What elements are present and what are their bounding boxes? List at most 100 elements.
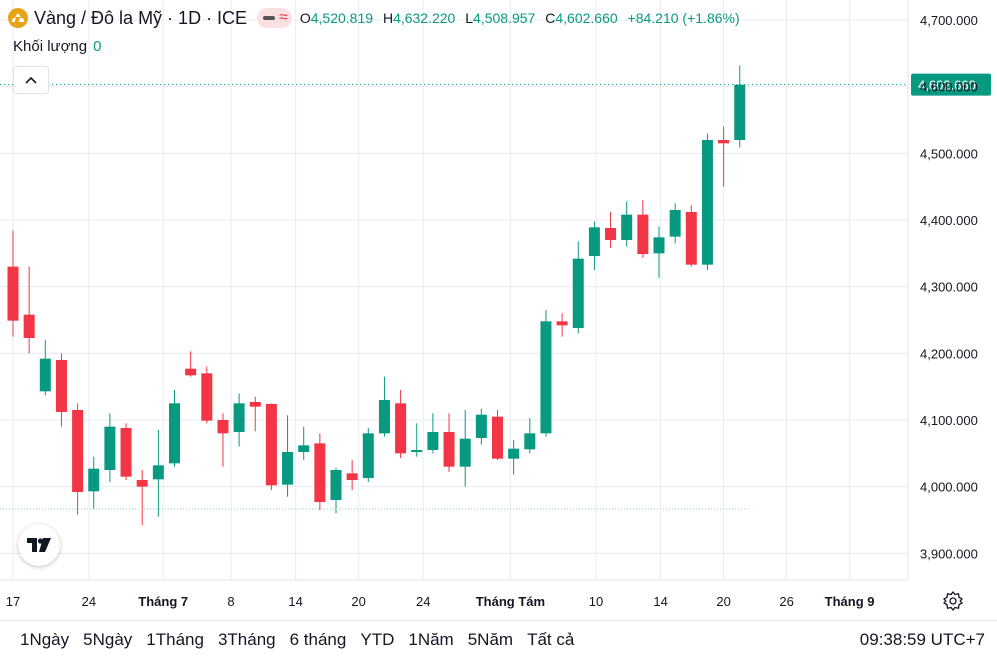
ohlc-low-key: L (465, 10, 474, 26)
ohlc-close-value: 4,602.660 (555, 10, 618, 26)
candle-body (217, 420, 229, 434)
timezone-clock[interactable]: 09:38:59 UTC+7 (859, 630, 985, 649)
candle-body (427, 432, 439, 450)
candle-body (653, 237, 665, 254)
y-tick-label: 4,600.000 (920, 80, 978, 95)
candle-body (346, 473, 358, 480)
ohlc-close-key: C (545, 10, 556, 26)
candle-body (201, 373, 213, 421)
candle-body (734, 84, 746, 140)
ohlc-readout: O4,520.819 H4,632.220 L4,508.957 C4,602.… (300, 10, 746, 26)
candle-body (282, 452, 294, 485)
candle-body (152, 465, 164, 480)
y-tick-label: 4,300.000 (920, 280, 978, 295)
candle-body (475, 414, 487, 438)
gold-logo-icon (8, 8, 28, 28)
candle-body (72, 410, 84, 492)
candle-body (669, 210, 681, 237)
ohlc-change: +84.210 (+1.86%) (627, 10, 740, 26)
range-6m[interactable]: 6 tháng (289, 630, 347, 649)
candle-body (362, 433, 374, 478)
x-tick-label: 17 (6, 594, 20, 609)
range-1y[interactable]: 1Năm (408, 630, 454, 649)
candles-layer (7, 65, 746, 526)
candle-body (508, 448, 520, 459)
candle-body (621, 214, 633, 240)
chart-mode-toggle[interactable]: ≈ (257, 8, 292, 28)
approx-wave-icon: ≈ (279, 9, 288, 26)
x-tick-label: 14 (288, 594, 302, 609)
last-price-label: 4,602.660 (918, 78, 976, 93)
x-tick-label: 24 (82, 594, 96, 609)
candle-body (605, 228, 617, 240)
time-axis: 17 24 Tháng 7 8 14 20 24 Tháng Tám 10 14 20 26 Tháng… (6, 594, 875, 609)
candle-body (701, 140, 713, 265)
volume-legend: Khối lượng 0 (13, 38, 101, 55)
price-chart[interactable]: 4,602.660 3,900.000 4,000.000 4,100.000 4,2… (0, 0, 997, 620)
x-tick-label: 20 (716, 594, 730, 609)
candle-body (588, 227, 600, 256)
y-tick-label: 4,200.000 (920, 346, 978, 361)
bottom-toolbar-divider (0, 620, 997, 621)
ohlc-open-key: O (299, 10, 311, 26)
price-axis: 3,900.000 4,000.000 4,100.000 4,200.000 4,30… (920, 13, 978, 561)
candle-body (88, 468, 100, 492)
candle-body (685, 212, 697, 265)
chart-grid (0, 0, 909, 581)
x-tick-label: 24 (416, 594, 430, 609)
candle-body (23, 314, 35, 338)
x-tick-label: 26 (779, 594, 793, 609)
y-tick-label: 4,400.000 (920, 213, 978, 228)
range-ytd[interactable]: YTD (360, 630, 395, 649)
candle-body (136, 480, 148, 487)
volume-value: 0 (93, 38, 102, 55)
y-tick-label: 4,700.000 (920, 13, 978, 28)
range-5d[interactable]: 5Ngày (83, 630, 133, 649)
x-tick-label: 14 (653, 594, 667, 609)
symbol-title[interactable]: Vàng / Đô la Mỹ · 1D · ICE (34, 7, 248, 28)
minus-icon (263, 16, 276, 20)
range-1d[interactable]: 1Ngày (20, 630, 70, 649)
y-tick-label: 4,500.000 (920, 146, 978, 161)
candle-body (169, 403, 180, 464)
range-3m[interactable]: 3Tháng (217, 630, 276, 649)
candle-body (265, 404, 277, 486)
candle-body (330, 470, 342, 500)
x-tick-label: 20 (351, 594, 365, 609)
volume-label: Khối lượng (13, 38, 88, 55)
candle-body (120, 428, 132, 477)
range-1m[interactable]: 1Tháng (146, 630, 204, 649)
candle-body (104, 426, 116, 470)
candle-body (637, 214, 649, 254)
candle-body (55, 360, 67, 412)
range-all[interactable]: Tất cả (527, 630, 575, 649)
last-price-tag (911, 73, 991, 96)
candle-body (298, 445, 310, 452)
candle-body (249, 402, 261, 407)
candle-body (314, 443, 326, 502)
range-selector: 1Ngày 5Ngày 1Tháng 3Tháng 6 tháng YTD 1N… (20, 630, 588, 650)
x-tick-label: 10 (589, 594, 603, 609)
tradingview-logo-icon[interactable] (18, 524, 60, 566)
x-tick-label: Tháng 9 (825, 594, 875, 609)
x-tick-label: 8 (227, 594, 234, 609)
candle-body (718, 140, 730, 144)
y-tick-label: 3,900.000 (920, 546, 978, 561)
candle-body (572, 258, 584, 328)
x-tick-label: Tháng 7 (138, 594, 188, 609)
ohlc-open-value: 4,520.819 (310, 10, 374, 26)
candle-body (39, 358, 51, 392)
range-5y[interactable]: 5Năm (467, 630, 514, 649)
settings-icon[interactable] (942, 590, 964, 612)
candle-body (233, 403, 245, 432)
candle-body (524, 433, 536, 450)
ohlc-high-value: 4,632.220 (393, 10, 456, 26)
candle-body (411, 450, 423, 452)
ohlc-high-key: H (382, 10, 394, 26)
candle-body (556, 321, 568, 326)
collapse-legend-button[interactable] (13, 66, 49, 94)
y-tick-label: 4,100.000 (920, 413, 978, 428)
candle-body (540, 321, 552, 434)
y-tick-label: 4,000.000 (920, 480, 978, 495)
candle-body (492, 416, 503, 459)
